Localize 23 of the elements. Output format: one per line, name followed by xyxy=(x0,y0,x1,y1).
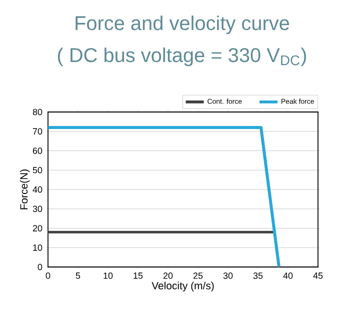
y-tick-label: 30 xyxy=(32,206,42,212)
chart-title: Force and velocity curve xyxy=(76,16,290,34)
x-tick-label: 45 xyxy=(313,272,323,279)
y-tick-label: 80 xyxy=(32,108,42,116)
x-tick-label: 20 xyxy=(163,272,173,279)
x-tick-label: 35 xyxy=(253,272,263,279)
x-tick-label: 5 xyxy=(76,272,80,279)
y-tick-label: 0 xyxy=(38,264,42,270)
x-tick-label: 25 xyxy=(193,272,203,279)
y-tick-label: 20 xyxy=(32,225,42,232)
y-tick-label: 50 xyxy=(32,166,42,174)
x-tick-label: 15 xyxy=(134,272,143,279)
x-tick-label: 0 xyxy=(46,272,50,279)
y-tick-label: 70 xyxy=(32,128,42,135)
x-tick-label: 40 xyxy=(283,272,293,279)
y-axis-title: Force(N) xyxy=(20,170,30,210)
x-tick-label: 30 xyxy=(223,272,233,279)
y-tick-label: 40 xyxy=(32,186,42,193)
chart-subtitle: ( DC bus voltage = 330 V$_{DC}$) xyxy=(58,48,306,66)
y-tick-label: 10 xyxy=(33,244,42,251)
x-tick-label: 10 xyxy=(104,272,113,279)
y-tick-label: 60 xyxy=(32,148,42,154)
x-axis-title: Velocity (m/s) xyxy=(152,282,214,292)
